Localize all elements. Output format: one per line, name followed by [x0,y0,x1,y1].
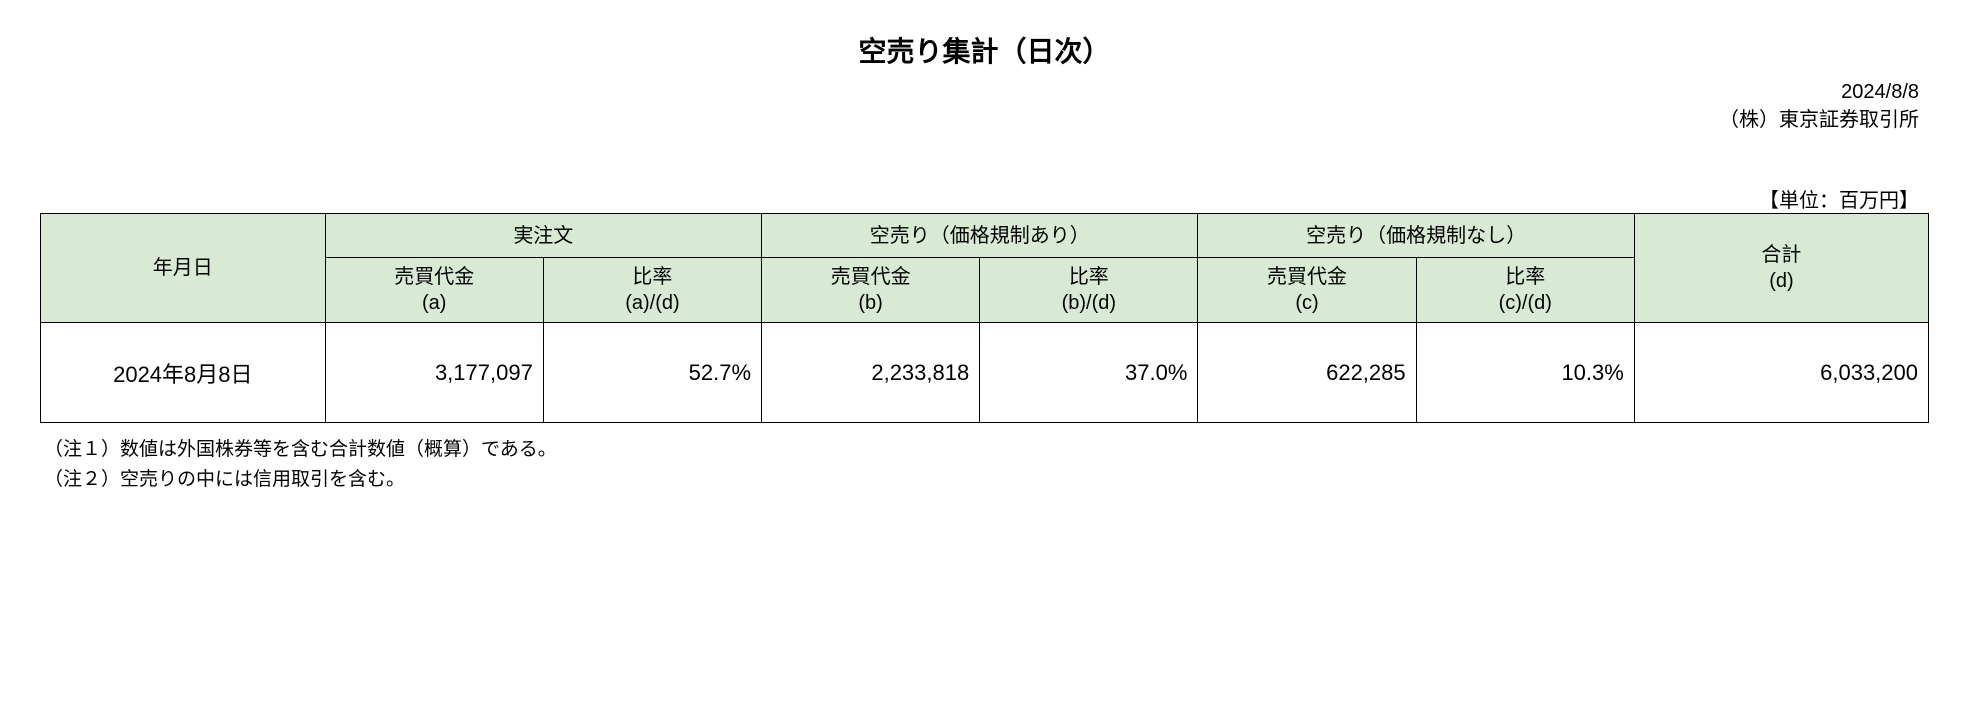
label-amount-b: 売買代金 [831,266,911,288]
label-ratio-c-sub: (c)/(d) [1427,290,1624,316]
col-total-sub: (d) [1645,268,1918,294]
label-amount-a: 売買代金 [394,266,474,288]
label-ratio-a-sub: (a)/(d) [554,290,751,316]
col-ratio-b: 比率 (b)/(d) [980,258,1198,323]
cell-amount-c: 622,285 [1198,323,1416,423]
col-date: 年月日 [41,214,326,323]
cell-date: 2024年8月8日 [41,323,326,423]
col-amount-c: 売買代金 (c) [1198,258,1416,323]
cell-ratio-c: 10.3% [1416,323,1634,423]
label-ratio-b: 比率 [1069,266,1109,288]
cell-total: 6,033,200 [1634,323,1928,423]
issuer-name: （株）東京証券取引所 [40,106,1919,134]
cell-amount-b: 2,233,818 [762,323,980,423]
label-ratio-b-sub: (b)/(d) [990,290,1187,316]
label-amount-b-sub: (b) [772,290,969,316]
label-amount-c: 売買代金 [1267,266,1347,288]
page-title: 空売り集計（日次） [40,30,1929,70]
col-ratio-a: 比率 (a)/(d) [543,258,761,323]
footnote-1: （注１）数値は外国株券等を含む合計数値（概算）である。 [44,435,1929,465]
label-ratio-a: 比率 [632,266,672,288]
unit-label: 【単位：百万円】 [40,184,1929,213]
label-ratio-c: 比率 [1505,266,1545,288]
table-row: 2024年8月8日 3,177,097 52.7% 2,233,818 37.0… [41,323,1929,423]
col-short-unregulated: 空売り（価格規制なし） [1198,214,1634,258]
label-amount-c-sub: (c) [1208,290,1405,316]
label-amount-a-sub: (a) [336,290,533,316]
col-total: 合計 (d) [1634,214,1928,323]
short-selling-table: 年月日 実注文 空売り（価格規制あり） 空売り（価格規制なし） 合計 (d) 売… [40,213,1929,423]
report-meta: 2024/8/8 （株）東京証券取引所 [40,78,1929,134]
col-amount-a: 売買代金 (a) [325,258,543,323]
cell-ratio-a: 52.7% [543,323,761,423]
cell-ratio-b: 37.0% [980,323,1198,423]
col-total-label: 合計 [1761,244,1801,266]
col-short-regulated: 空売り（価格規制あり） [762,214,1198,258]
col-ratio-c: 比率 (c)/(d) [1416,258,1634,323]
col-amount-b: 売買代金 (b) [762,258,980,323]
footnotes: （注１）数値は外国株券等を含む合計数値（概算）である。 （注２）空売りの中には信… [40,435,1929,496]
col-actual: 実注文 [325,214,761,258]
cell-amount-a: 3,177,097 [325,323,543,423]
footnote-2: （注２）空売りの中には信用取引を含む。 [44,465,1929,495]
report-date: 2024/8/8 [40,78,1919,106]
